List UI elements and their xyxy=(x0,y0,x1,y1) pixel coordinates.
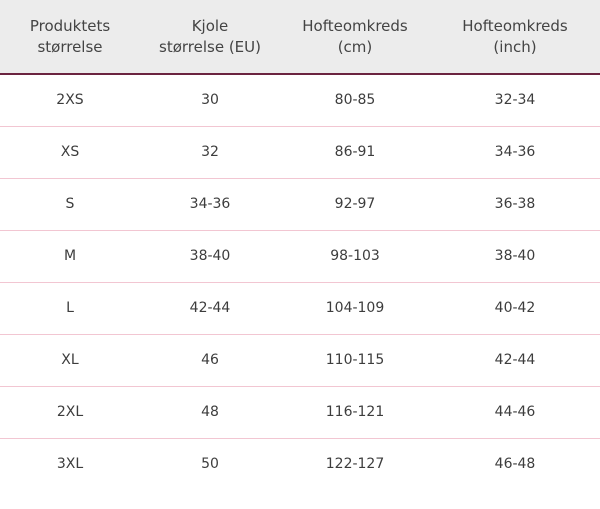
cell-hip-cm: 104-109 xyxy=(280,281,430,334)
header-product-size-line-1: Produktets xyxy=(29,16,111,35)
cell-dress-size-eu: 48 xyxy=(140,385,280,438)
cell-hip-cm: 80-85 xyxy=(334,92,376,109)
cell-product-size: XS xyxy=(0,125,140,178)
cell-hip-inch: 32-34 xyxy=(494,92,536,109)
cell-product-size: 3XL xyxy=(0,437,140,490)
header-product-size: Produktets størrelse xyxy=(0,0,140,75)
size-chart-table: Produktets størrelse Kjole størrelse (EU… xyxy=(0,0,600,490)
size-chart-header: Produktets størrelse Kjole størrelse (EU… xyxy=(0,0,600,75)
header-hip-inch-line-1: Hofteomkreds xyxy=(462,16,568,35)
cell-product-size: XL xyxy=(0,333,140,386)
cell-hip-inch: 36-38 xyxy=(430,177,600,230)
header-hip-inch: Hofteomkreds (inch) xyxy=(430,0,600,75)
size-chart-body: 2XS 30 80-85 32-34 XS 32 86-91 34-36 S 3… xyxy=(0,74,600,490)
cell-product-size: 2XL xyxy=(0,385,140,438)
header-hip-cm-line-1: Hofteomkreds xyxy=(302,16,408,35)
header-dress-size-eu-line-1: Kjole xyxy=(191,16,229,35)
table-row: 3XL 50 122-127 46-48 xyxy=(0,437,600,490)
cell-dress-size-eu: 46 xyxy=(140,333,280,386)
table-row: XS 32 86-91 34-36 xyxy=(0,125,600,178)
cell-dress-size-eu: 50 xyxy=(140,437,280,490)
header-hip-inch-line-2: (inch) xyxy=(493,37,537,56)
cell-product-size: S xyxy=(0,177,140,230)
cell-dress-size-eu: 32 xyxy=(140,125,280,178)
cell-hip-inch: 40-42 xyxy=(430,281,600,334)
cell-hip-inch: 38-40 xyxy=(430,229,600,282)
cell-hip-cm: 110-115 xyxy=(280,333,430,386)
header-dress-size-eu: Kjole størrelse (EU) xyxy=(140,0,280,75)
cell-dress-size-eu: 34-36 xyxy=(140,177,280,230)
table-row: M 38-40 98-103 38-40 xyxy=(0,229,600,282)
cell-hip-cm: 98-103 xyxy=(280,229,430,282)
cell-dress-size-eu: 30 xyxy=(201,92,219,109)
header-row: Produktets størrelse Kjole størrelse (EU… xyxy=(0,0,600,75)
cell-hip-inch: 34-36 xyxy=(430,125,600,178)
table-row: 2XL 48 116-121 44-46 xyxy=(0,385,600,438)
cell-dress-size-eu: 38-40 xyxy=(140,229,280,282)
header-dress-size-eu-line-2: størrelse (EU) xyxy=(159,37,261,56)
table-row: S 34-36 92-97 36-38 xyxy=(0,177,600,230)
table-row: 2XS 30 80-85 32-34 xyxy=(0,74,600,126)
cell-hip-inch: 42-44 xyxy=(430,333,600,386)
table-row: XL 46 110-115 42-44 xyxy=(0,333,600,386)
table-row: L 42-44 104-109 40-42 xyxy=(0,281,600,334)
cell-product-size: L xyxy=(0,281,140,334)
header-hip-cm: Hofteomkreds (cm) xyxy=(280,0,430,75)
header-hip-cm-line-2: (cm) xyxy=(337,37,373,56)
cell-hip-cm: 122-127 xyxy=(280,437,430,490)
cell-product-size: 2XS xyxy=(56,92,84,109)
header-product-size-line-2: størrelse xyxy=(37,37,103,56)
cell-dress-size-eu: 42-44 xyxy=(140,281,280,334)
cell-hip-cm: 86-91 xyxy=(280,125,430,178)
cell-product-size: M xyxy=(0,229,140,282)
cell-hip-cm: 92-97 xyxy=(280,177,430,230)
cell-hip-inch: 44-46 xyxy=(430,385,600,438)
cell-hip-inch: 46-48 xyxy=(430,437,600,490)
cell-hip-cm: 116-121 xyxy=(280,385,430,438)
